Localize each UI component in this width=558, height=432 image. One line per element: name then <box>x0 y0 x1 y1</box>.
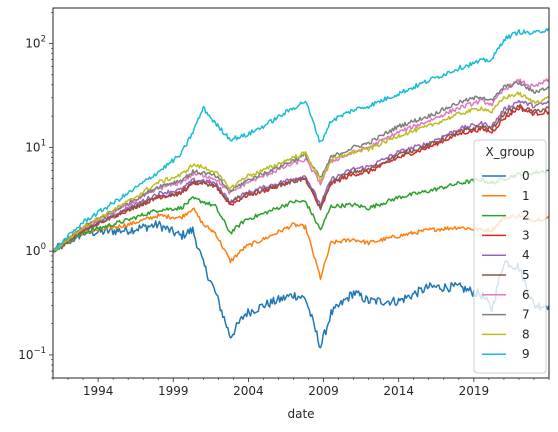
series-line-5 <box>52 103 550 252</box>
y-tick-label: 101 <box>25 138 46 154</box>
x-axis-label: date <box>287 407 314 421</box>
axes: 1994 1999 2004 2009 2014 201910−1100101102dat… <box>18 7 550 421</box>
plot-background <box>53 8 549 378</box>
x-tick-label: 2019 <box>459 384 490 398</box>
series-line-1 <box>52 207 550 281</box>
x-tick-label: 1999 <box>158 384 189 398</box>
legend-label-1: 1 <box>522 189 530 203</box>
plot-area <box>53 8 549 378</box>
series-line-2 <box>52 169 549 252</box>
legend-title: X_group <box>485 145 534 159</box>
legend-box <box>473 139 547 374</box>
legend-label-5: 5 <box>522 268 530 282</box>
y-tick-label: 102 <box>25 35 46 51</box>
y-tick-label: 10−1 <box>18 346 46 362</box>
legend-label-7: 7 <box>522 308 530 322</box>
axes-frame <box>52 7 550 379</box>
legend-label-6: 6 <box>522 288 530 302</box>
legend-label-9: 9 <box>522 347 530 361</box>
x-tick-label: 2004 <box>233 384 264 398</box>
legend: X_group 0 1 2 3 4 5 6 7 8 9 <box>473 139 547 374</box>
series-line-6 <box>52 78 550 252</box>
series-lines <box>52 27 550 349</box>
legend-label-0: 0 <box>522 169 530 183</box>
legend-label-3: 3 <box>522 228 530 242</box>
x-tick-label: 1994 <box>83 384 114 398</box>
series-line-7 <box>52 80 549 252</box>
legend-label-8: 8 <box>522 327 530 341</box>
series-line-8 <box>52 91 550 252</box>
series-line-0 <box>52 220 550 349</box>
x-tick-label: 2014 <box>383 384 414 398</box>
y-tick-label: 100 <box>25 242 46 258</box>
legend-label-2: 2 <box>522 209 530 223</box>
series-line-9 <box>52 27 550 252</box>
legend-label-4: 4 <box>522 248 530 262</box>
x-tick-label: 2009 <box>308 384 339 398</box>
